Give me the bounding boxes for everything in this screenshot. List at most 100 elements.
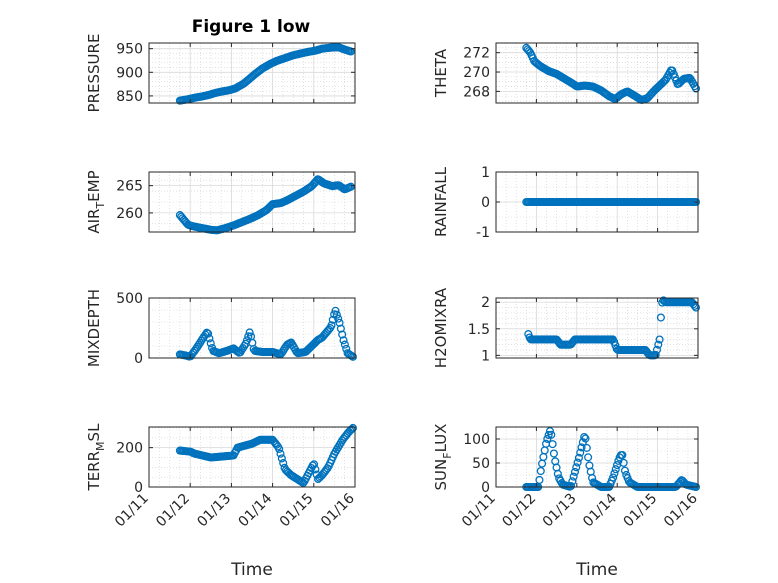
- axes-border: [495, 297, 699, 359]
- data-point: [569, 472, 578, 481]
- y-tick-label: 0: [134, 480, 143, 496]
- y-tick-label: 0: [134, 351, 143, 367]
- x-axis-label: Time: [575, 560, 618, 580]
- data-point: [659, 78, 668, 87]
- data-point: [548, 440, 557, 449]
- data-point: [656, 313, 665, 322]
- data-point: [328, 315, 337, 324]
- data-point: [691, 303, 701, 312]
- subplot-7: 0 50 100 01/11 01/12 01/13 01/14 01/15 01/16 SUNF…: [432, 424, 701, 580]
- data-point: [620, 466, 629, 475]
- data-point: [619, 458, 628, 467]
- y-tick-label: 50: [472, 456, 490, 472]
- data-point: [535, 475, 544, 485]
- y-tick-label: 950: [116, 42, 143, 58]
- data-point: [536, 466, 545, 476]
- y-tick-label: 272: [463, 46, 490, 62]
- y-tick-label: 200: [116, 441, 143, 457]
- y-axis-label: AIRTEMP: [85, 170, 107, 233]
- subplot-0: 850 900 950 PRESSURE: [85, 34, 356, 113]
- x-tick-label: 01/16: [318, 490, 358, 530]
- data-point: [610, 469, 619, 478]
- x-tick-label: 01/13: [194, 491, 234, 531]
- data-point: [568, 477, 577, 486]
- data-point: [691, 197, 701, 207]
- axes-border: [148, 171, 356, 233]
- y-tick-label: 260: [116, 206, 143, 222]
- data-point: [346, 182, 355, 191]
- y-tick-label: 268: [463, 84, 490, 100]
- y-tick-label: 100: [463, 432, 490, 448]
- data-point: [332, 310, 341, 319]
- data-point: [275, 444, 284, 454]
- data-point: [582, 443, 591, 452]
- data-point: [205, 334, 214, 343]
- data-point: [336, 324, 345, 333]
- y-axis-label: TERRMSL: [85, 423, 107, 492]
- subplot-3: -1 0 1 RAINFALL: [432, 165, 701, 241]
- data-point: [654, 340, 663, 349]
- x-tick-label: 01/12: [153, 491, 193, 531]
- data-point: [279, 459, 288, 468]
- axes-border: [148, 426, 356, 488]
- data-point: [348, 423, 357, 433]
- data-point: [652, 345, 662, 354]
- data-point: [206, 339, 215, 348]
- data-point: [549, 449, 558, 458]
- data-point: [191, 344, 201, 353]
- y-tick-label: 0: [481, 480, 490, 496]
- x-tick-label: 01/14: [580, 490, 620, 530]
- subplot-1: 268 270 272 THETA: [432, 42, 701, 104]
- figure-title: Figure 1 low: [192, 17, 311, 37]
- subplot-6: 0 200 01/11 01/12 01/13 01/14 01/15 01/16 TERRMS…: [85, 423, 358, 580]
- data-point: [573, 458, 582, 467]
- data-point: [566, 481, 576, 491]
- data-point: [580, 432, 589, 442]
- data-point: [576, 448, 585, 457]
- data-point: [348, 352, 357, 361]
- data-point: [346, 47, 355, 56]
- data-point: [609, 473, 618, 482]
- y-tick-label: 500: [116, 291, 143, 307]
- y-tick-label: 1: [481, 165, 490, 181]
- data-point: [338, 330, 347, 339]
- data-point: [545, 427, 555, 436]
- data-point: [581, 434, 590, 443]
- y-axis-label: SUNFLUX: [432, 424, 454, 491]
- data-point: [584, 453, 593, 462]
- y-axis-label: RAINFALL: [432, 166, 450, 237]
- y-tick-label: 850: [116, 89, 143, 105]
- data-point: [544, 430, 553, 440]
- y-tick-label: 1.5: [468, 322, 490, 338]
- y-axis-label: PRESSURE: [85, 34, 103, 113]
- x-tick-label: 01/12: [499, 491, 539, 531]
- data-point: [309, 460, 319, 469]
- data-point: [204, 329, 213, 338]
- subplot-4: 0 500 MIXDEPTH: [85, 289, 357, 367]
- data-point: [340, 340, 349, 349]
- data-point: [572, 463, 581, 472]
- data-point: [574, 453, 583, 462]
- data-point: [327, 321, 336, 330]
- data-point: [570, 467, 580, 476]
- x-tick-label: 01/15: [277, 491, 317, 531]
- data-point: [611, 465, 620, 474]
- data-point: [335, 318, 344, 327]
- x-tick-label: 01/16: [661, 490, 701, 530]
- y-tick-label: 0: [481, 195, 490, 211]
- x-tick-label: 01/11: [112, 491, 152, 531]
- y-tick-label: 900: [116, 65, 143, 81]
- data-point: [244, 332, 253, 341]
- data-point: [311, 465, 320, 474]
- axes-border: [148, 42, 356, 104]
- y-tick-label: 1: [481, 348, 490, 364]
- x-tick-label: 01/13: [540, 491, 580, 531]
- data-point: [277, 454, 286, 463]
- data-point: [339, 336, 348, 345]
- y-axis-label: THETA: [432, 48, 450, 98]
- subplot-5: 1 1.5 2 H2OMIXRA: [432, 287, 701, 368]
- x-tick-label: 01/15: [621, 491, 661, 531]
- data-point: [524, 46, 533, 56]
- data-point: [334, 314, 343, 323]
